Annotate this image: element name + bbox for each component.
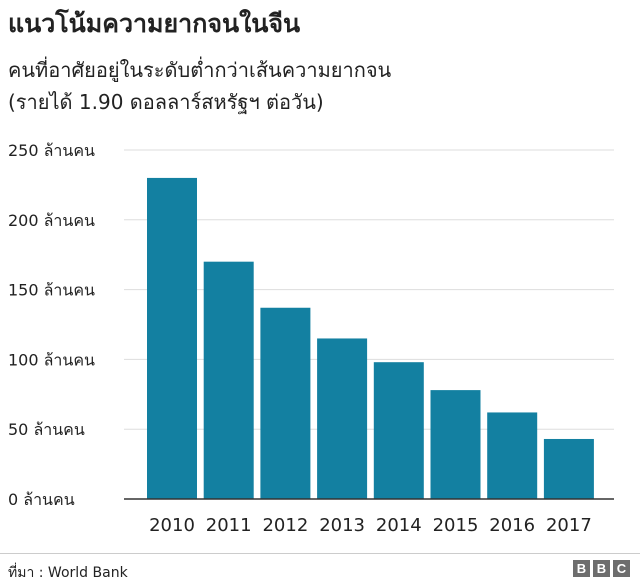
bar-2010 [147, 177, 197, 500]
x-tick-label: 2014 [376, 515, 422, 536]
bar-2012 [260, 307, 311, 499]
y-tick-label: 0 ล้านคน [8, 490, 75, 509]
x-tick-label: 2016 [489, 515, 535, 536]
subtitle-line-1: คนที่อาศัยอยู่ในระดับต่ำกว่าเส้นความยากจ… [8, 58, 392, 82]
bar-2015 [430, 390, 481, 499]
bar-2014 [373, 362, 424, 499]
y-tick-label: 100 ล้านคน [8, 350, 95, 369]
y-tick-label: 150 ล้านคน [8, 281, 95, 300]
x-tick-label: 2010 [149, 515, 195, 536]
bars [147, 177, 594, 500]
logo-letter: B [573, 560, 590, 577]
x-tick-label: 2013 [319, 515, 365, 536]
chart-title: แนวโน้มความยากจนในจีน [8, 9, 301, 38]
y-tick-labels: 0 ล้านคน 50 ล้านคน 100 ล้านคน 150 ล้านคน 200… [8, 141, 95, 509]
logo-letter: B [593, 560, 610, 577]
bar-2016 [487, 412, 538, 499]
x-tick-label: 2015 [433, 515, 479, 536]
y-tick-label: 200 ล้านคน [8, 211, 95, 230]
footer-divider [0, 553, 640, 554]
y-tick-label: 250 ล้านคน [8, 141, 95, 160]
chart-subtitle: คนที่อาศัยอยู่ในระดับต่ำกว่าเส้นความยากจ… [8, 54, 391, 118]
x-tick-label: 2011 [206, 515, 252, 536]
subtitle-line-2: (รายได้ 1.90 ดอลลาร์สหรัฐฯ ต่อวัน) [8, 90, 324, 114]
bar-2011 [203, 261, 254, 499]
source-note: ที่มา : World Bank [8, 565, 128, 581]
bar-2013 [317, 338, 368, 499]
bbc-logo: B B C [573, 560, 630, 577]
bar-2017 [543, 438, 594, 499]
logo-letter: C [613, 560, 630, 577]
x-tick-labels: 2010 2011 2012 2013 2014 2015 2016 2017 [149, 515, 592, 536]
gridlines [124, 149, 614, 430]
x-tick-label: 2012 [262, 515, 308, 536]
x-tick-label: 2017 [546, 515, 592, 536]
bar-chart: 0 ล้านคน 50 ล้านคน 100 ล้านคน 150 ล้านคน 200… [8, 141, 614, 536]
y-tick-label: 50 ล้านคน [8, 420, 85, 439]
